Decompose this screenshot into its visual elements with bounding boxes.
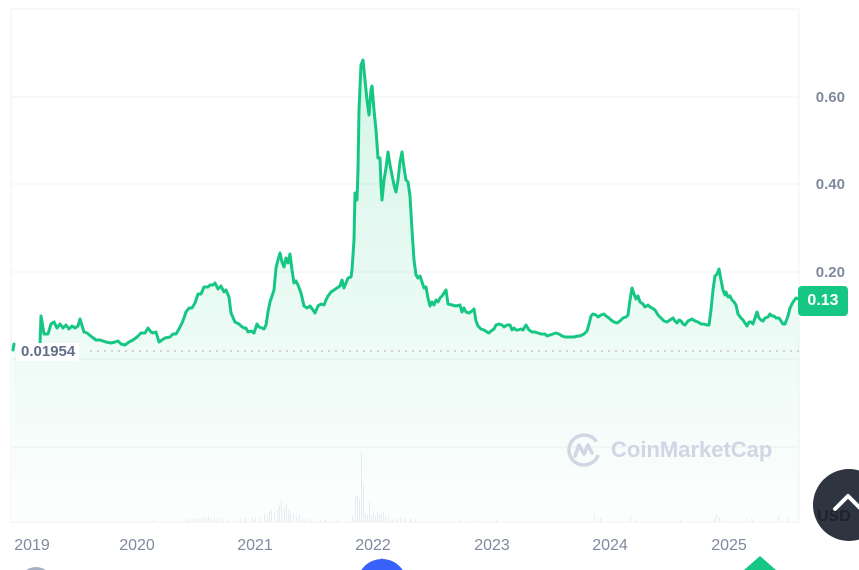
y-tick-label: 0.40: [815, 176, 845, 193]
price-line: [11, 58, 801, 352]
event-marker-grey: [26, 567, 46, 570]
x-tick-label: 2022: [355, 537, 391, 554]
watermark-text: CoinMarketCap: [611, 437, 773, 462]
x-tick-label: 2021: [237, 537, 273, 554]
x-tick-label: 2024: [592, 537, 628, 554]
y-tick-label: 0.60: [815, 89, 845, 106]
current-price-tag: 0.13: [798, 286, 848, 316]
chevron-up-icon: [833, 494, 859, 511]
currency-label: USD: [817, 508, 851, 525]
x-tick-label: 2019: [14, 537, 50, 554]
y-tick-label: 0.20: [815, 264, 845, 281]
price-area: [13, 60, 799, 522]
scroll-to-top-button[interactable]: USD: [813, 469, 859, 541]
coinmarketcap-logo-icon: [567, 433, 601, 467]
x-tick-label: 2020: [119, 537, 155, 554]
coinmarketcap-watermark: CoinMarketCap: [566, 432, 772, 468]
event-marker-green: [744, 556, 776, 570]
x-tick-label: 2023: [474, 537, 510, 554]
x-tick-label: 2025: [711, 537, 747, 554]
low-price-label: 0.01954: [16, 343, 80, 361]
